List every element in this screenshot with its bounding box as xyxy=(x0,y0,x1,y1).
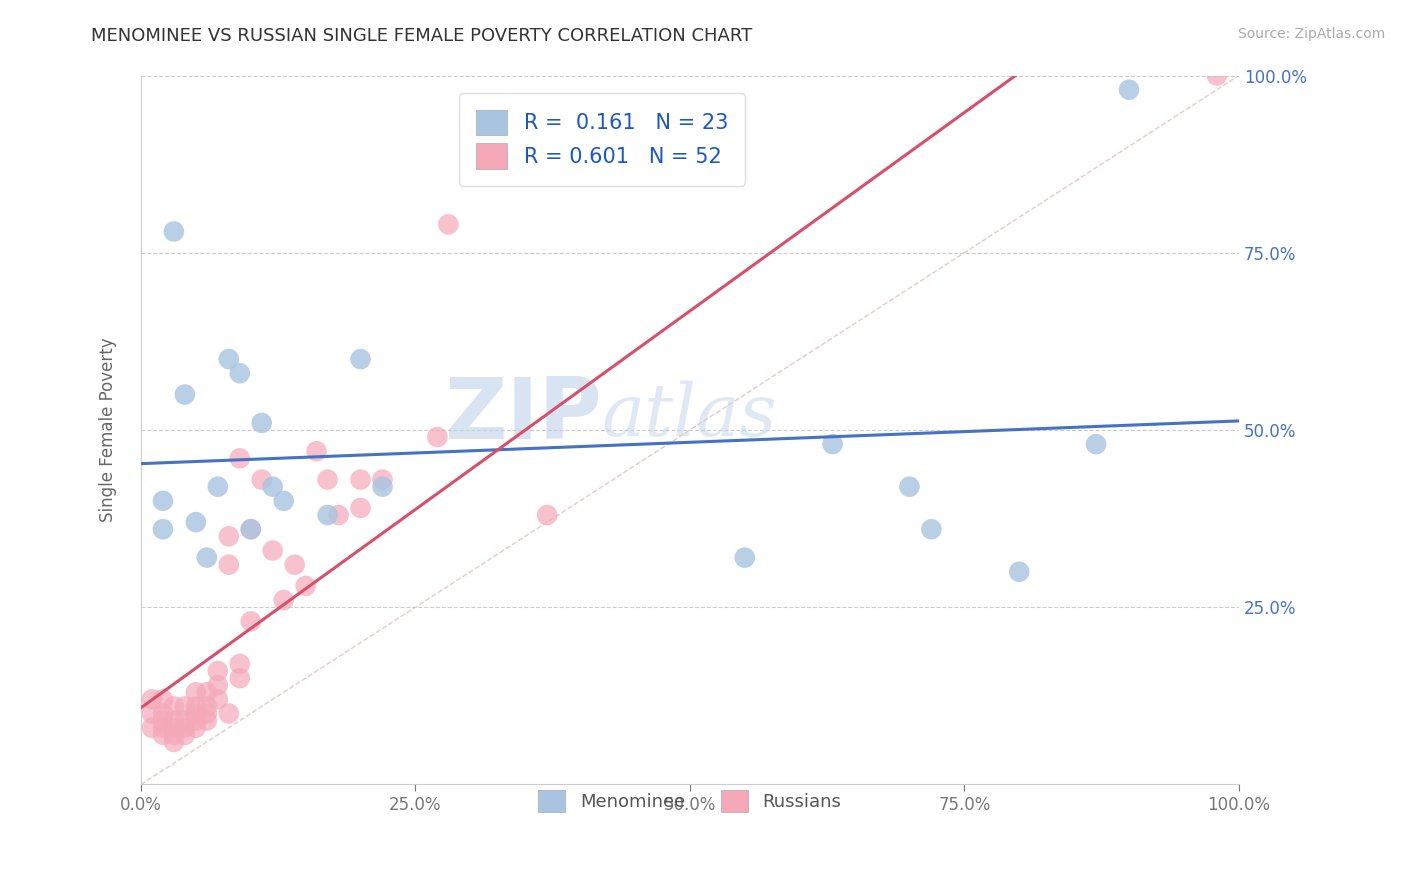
Point xyxy=(239,522,262,536)
Point xyxy=(207,480,229,494)
Point xyxy=(250,416,273,430)
Point xyxy=(163,699,186,714)
Point xyxy=(141,721,163,735)
Point xyxy=(349,352,371,367)
Point xyxy=(152,706,174,721)
Point xyxy=(163,714,186,728)
Point xyxy=(207,664,229,678)
Point xyxy=(173,699,195,714)
Point xyxy=(173,728,195,742)
Point xyxy=(305,444,328,458)
Text: atlas: atlas xyxy=(602,381,778,451)
Point xyxy=(229,657,252,671)
Point xyxy=(284,558,307,572)
Point xyxy=(207,678,229,692)
Point xyxy=(163,225,186,239)
Point xyxy=(173,387,195,401)
Point xyxy=(163,721,186,735)
Point xyxy=(218,558,240,572)
Point xyxy=(1118,83,1140,97)
Point xyxy=(184,714,207,728)
Point xyxy=(426,430,449,444)
Point xyxy=(141,706,163,721)
Point xyxy=(195,714,218,728)
Point xyxy=(184,515,207,529)
Point xyxy=(163,728,186,742)
Point xyxy=(371,480,394,494)
Point xyxy=(294,579,316,593)
Point xyxy=(195,699,218,714)
Point xyxy=(152,522,174,536)
Text: ZIP: ZIP xyxy=(444,375,602,458)
Point xyxy=(536,508,558,522)
Point xyxy=(273,593,295,607)
Point xyxy=(371,473,394,487)
Point xyxy=(437,218,460,232)
Point xyxy=(821,437,844,451)
Point xyxy=(207,692,229,706)
Point xyxy=(349,473,371,487)
Point xyxy=(152,728,174,742)
Point xyxy=(1008,565,1031,579)
Point xyxy=(141,692,163,706)
Point xyxy=(163,735,186,749)
Point xyxy=(262,480,284,494)
Y-axis label: Single Female Poverty: Single Female Poverty xyxy=(100,338,117,523)
Point xyxy=(195,706,218,721)
Point xyxy=(316,508,339,522)
Point xyxy=(184,706,207,721)
Text: Source: ZipAtlas.com: Source: ZipAtlas.com xyxy=(1237,27,1385,41)
Point xyxy=(316,473,339,487)
Point xyxy=(218,706,240,721)
Point xyxy=(734,550,756,565)
Point xyxy=(152,494,174,508)
Point xyxy=(273,494,295,508)
Text: MENOMINEE VS RUSSIAN SINGLE FEMALE POVERTY CORRELATION CHART: MENOMINEE VS RUSSIAN SINGLE FEMALE POVER… xyxy=(91,27,752,45)
Point xyxy=(184,721,207,735)
Point xyxy=(152,721,174,735)
Point xyxy=(328,508,350,522)
Point xyxy=(152,692,174,706)
Point xyxy=(195,550,218,565)
Point xyxy=(1085,437,1108,451)
Point xyxy=(349,500,371,515)
Point xyxy=(218,529,240,543)
Point xyxy=(184,685,207,699)
Point xyxy=(184,699,207,714)
Point xyxy=(229,451,252,466)
Point xyxy=(239,522,262,536)
Point xyxy=(898,480,921,494)
Point xyxy=(229,671,252,685)
Point xyxy=(920,522,942,536)
Point xyxy=(173,714,195,728)
Point xyxy=(1205,69,1227,83)
Point xyxy=(173,721,195,735)
Point xyxy=(152,714,174,728)
Point xyxy=(250,473,273,487)
Legend: Menominee, Russians: Menominee, Russians xyxy=(526,778,855,825)
Point xyxy=(262,543,284,558)
Point xyxy=(229,366,252,380)
Point xyxy=(218,352,240,367)
Point xyxy=(195,685,218,699)
Point xyxy=(239,615,262,629)
